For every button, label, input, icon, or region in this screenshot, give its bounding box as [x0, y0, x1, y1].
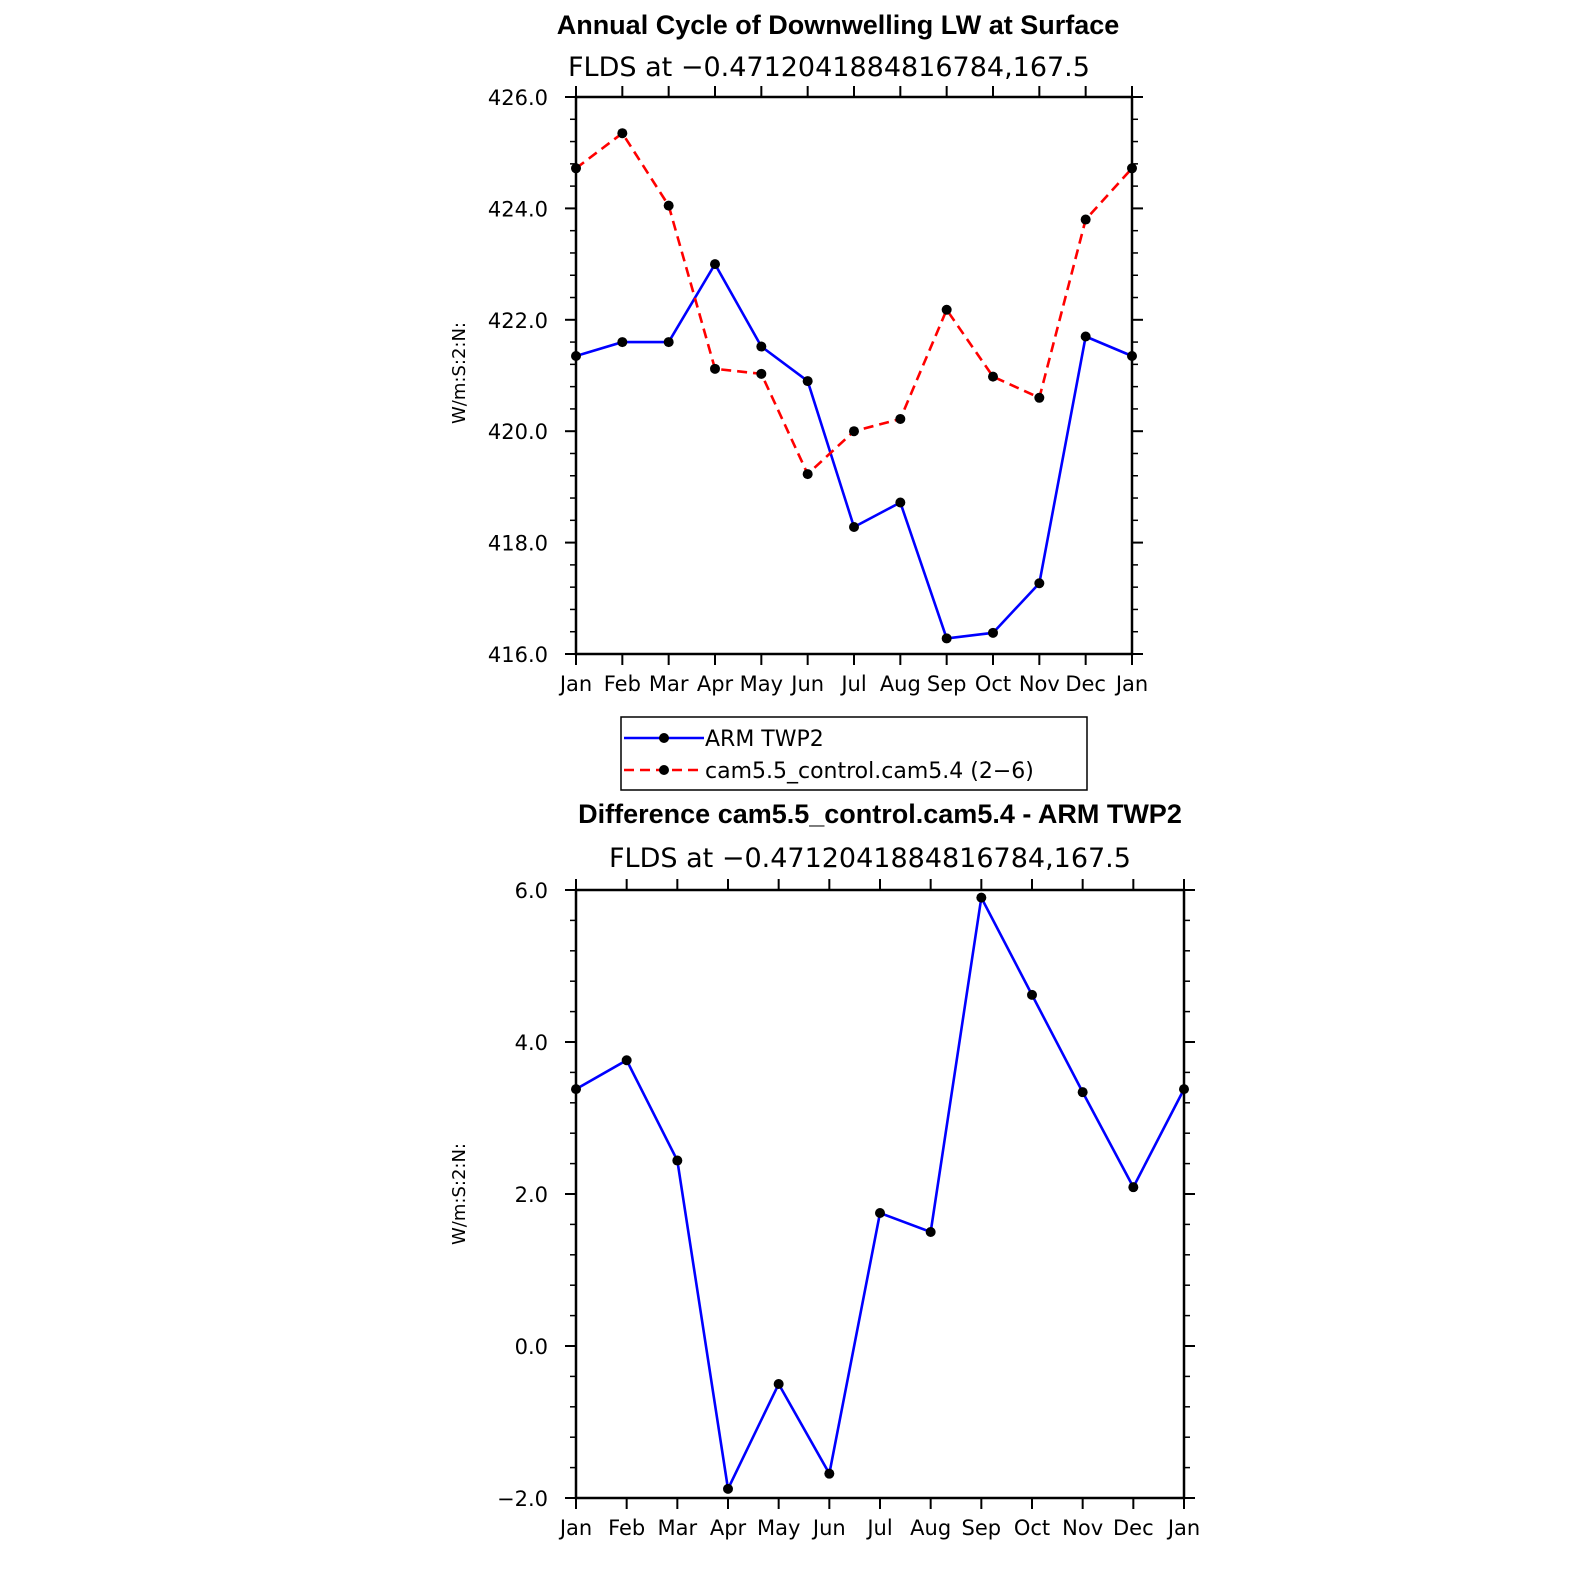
chart-top-series-point: [849, 426, 859, 437]
chart-top-series-point: [895, 497, 906, 508]
chart-top-xtick-label: Feb: [604, 672, 641, 696]
chart-bottom-xtick-label: May: [757, 1516, 800, 1540]
chart-top-series-point: [1080, 331, 1091, 342]
chart-top-series-point: [663, 337, 674, 348]
chart-top-xtick-label: Oct: [975, 672, 1011, 696]
chart-bottom-xtick-label: Dec: [1113, 1516, 1154, 1540]
chart-top-series-point: [988, 371, 998, 382]
chart-top-xtick-label: Nov: [1019, 672, 1060, 696]
chart-bottom-ylabel: W/m:S:2:N:: [449, 1143, 470, 1245]
chart-bottom-ytick-label: 2.0: [515, 1183, 548, 1207]
chart-top-series-point: [988, 627, 998, 638]
chart-top-xtick-label: Dec: [1065, 672, 1106, 696]
chart-bottom-xtick-label: Jan: [1166, 1516, 1200, 1540]
chart-top-series-point: [617, 337, 628, 348]
chart-top-xtick-label: Mar: [649, 672, 689, 696]
chart-bottom-ytick-label: 0.0: [515, 1335, 548, 1359]
chart-top-ytick-label: 424.0: [488, 197, 548, 221]
chart-top-ytick-label: 426.0: [488, 86, 548, 110]
chart-top-series-point: [941, 633, 952, 644]
legend-label-cam55: cam5.5_control.cam5.4 (2−6): [705, 759, 1034, 784]
chart-top-axes: Jan Feb Mar Apr May Jun Jul Aug Sep Oct Nov Dec Jan 4…: [488, 86, 1148, 696]
chart-bottom-xtick-label: Sep: [962, 1516, 1002, 1540]
chart-bottom-xtick-label: Oct: [1014, 1516, 1050, 1540]
chart-bottom-xtick-label: Jun: [811, 1516, 846, 1540]
chart-bottom-xtick-label: Jul: [865, 1516, 892, 1540]
chart-top-series-line: [575, 261, 1133, 640]
chart-top-xtick-label: Aug: [880, 672, 921, 696]
chart-bottom-series-point: [976, 892, 987, 903]
legend: ARM TWP2 cam5.5_control.cam5.4 (2−6): [620, 716, 1088, 791]
chart-top-subtitle: FLDS at −0.4712041884816784,167.5: [568, 52, 1090, 83]
chart-top-ytick-label: 418.0: [488, 532, 548, 556]
chart-bottom-xtick-label: Apr: [710, 1516, 747, 1540]
chart-top-series-point: [617, 128, 628, 139]
chart-bottom-ytick-label: 4.0: [515, 1031, 548, 1055]
chart-top-ylabel: W/m:S:2:N:: [449, 322, 470, 424]
chart-bottom-series-point: [621, 1055, 632, 1066]
chart-bottom-series-point: [824, 1468, 835, 1479]
chart-bottom-series-point: [1027, 989, 1037, 1000]
chart-top-title: Annual Cycle of Downwelling LW at Surfac…: [557, 10, 1120, 40]
chart-top-xtick-label: Jun: [789, 672, 824, 696]
chart-bottom-axes: Jan Feb Mar Apr May Jun Jul Aug Sep Oct Nov Dec Jan−…: [497, 879, 1200, 1540]
chart-top-series-point: [663, 200, 674, 211]
chart-bottom-xtick-label: Jan: [558, 1516, 592, 1540]
chart-bottom-subtitle: FLDS at −0.4712041884816784,167.5: [609, 843, 1131, 874]
chart-top: Annual Cycle of Downwelling LW at Surfac…: [449, 10, 1148, 696]
chart-top-series-point: [941, 304, 952, 315]
chart-top-ytick-label: 422.0: [488, 309, 548, 333]
chart-bottom-series-point: [773, 1379, 784, 1389]
chart-bottom-ytick-label: 6.0: [515, 879, 548, 903]
legend-label-arm-twp2: ARM TWP2: [705, 727, 824, 752]
chart-top-series-point: [756, 341, 767, 352]
chart-bottom-series-point: [723, 1483, 733, 1494]
chart-top-xtick-label: Sep: [927, 672, 967, 696]
chart-bottom-series: [571, 892, 1189, 1494]
chart-top-xtick-label: Jul: [839, 672, 866, 696]
chart-top-series-point: [756, 368, 767, 379]
chart-bottom-frame: [574, 888, 1186, 1500]
chart-bottom-series-point: [925, 1227, 936, 1237]
chart-top-frame: [574, 95, 1134, 656]
chart-bottom: Difference cam5.5_control.cam5.4 - ARM T…: [449, 799, 1200, 1540]
chart-top-series-point: [802, 469, 813, 480]
chart-bottom-xtick-label: Mar: [658, 1516, 698, 1540]
chart-bottom-series-point: [672, 1155, 683, 1166]
chart-top-ytick-label: 416.0: [488, 643, 548, 667]
chart-top-series-point: [1034, 578, 1045, 589]
chart-top-series-point: [802, 376, 813, 387]
chart-top-series-point: [849, 522, 859, 533]
chart-top-xtick-label: Apr: [697, 672, 734, 696]
chart-top-series-point: [1034, 392, 1045, 403]
legend-entry-cam55: cam5.5_control.cam5.4 (2−6): [624, 759, 1034, 784]
chart-bottom-series-point: [1128, 1182, 1139, 1193]
chart-bottom-series-point: [1077, 1087, 1088, 1098]
chart-top-xtick-label: Jan: [1114, 672, 1148, 696]
chart-bottom-title: Difference cam5.5_control.cam5.4 - ARM T…: [578, 799, 1182, 829]
chart-bottom-series-line: [575, 893, 1186, 1494]
legend-marker-arm-twp2: [659, 733, 669, 743]
chart-top-ytick-label: 420.0: [488, 420, 548, 444]
legend-marker-cam55: [659, 765, 669, 775]
chart-top-series-point: [895, 413, 906, 424]
chart-bottom-xtick-label: Aug: [910, 1516, 951, 1540]
legend-box: [620, 716, 1088, 791]
chart-top-xtick-label: Jan: [558, 672, 592, 696]
chart-bottom-ytick-label: −2.0: [497, 1487, 548, 1511]
chart-top-series-point: [710, 363, 720, 374]
chart-top-series-line: [575, 131, 1133, 477]
legend-entry-arm-twp2: ARM TWP2: [624, 727, 824, 752]
chart-top-series-point: [710, 259, 720, 270]
chart-bottom-xtick-label: Nov: [1062, 1516, 1103, 1540]
chart-bottom-xtick-label: Feb: [608, 1516, 645, 1540]
chart-bottom-series-point: [875, 1208, 885, 1218]
chart-top-series-point: [1080, 214, 1091, 225]
chart-top-series: [571, 128, 1137, 644]
chart-top-xtick-label: May: [740, 672, 783, 696]
